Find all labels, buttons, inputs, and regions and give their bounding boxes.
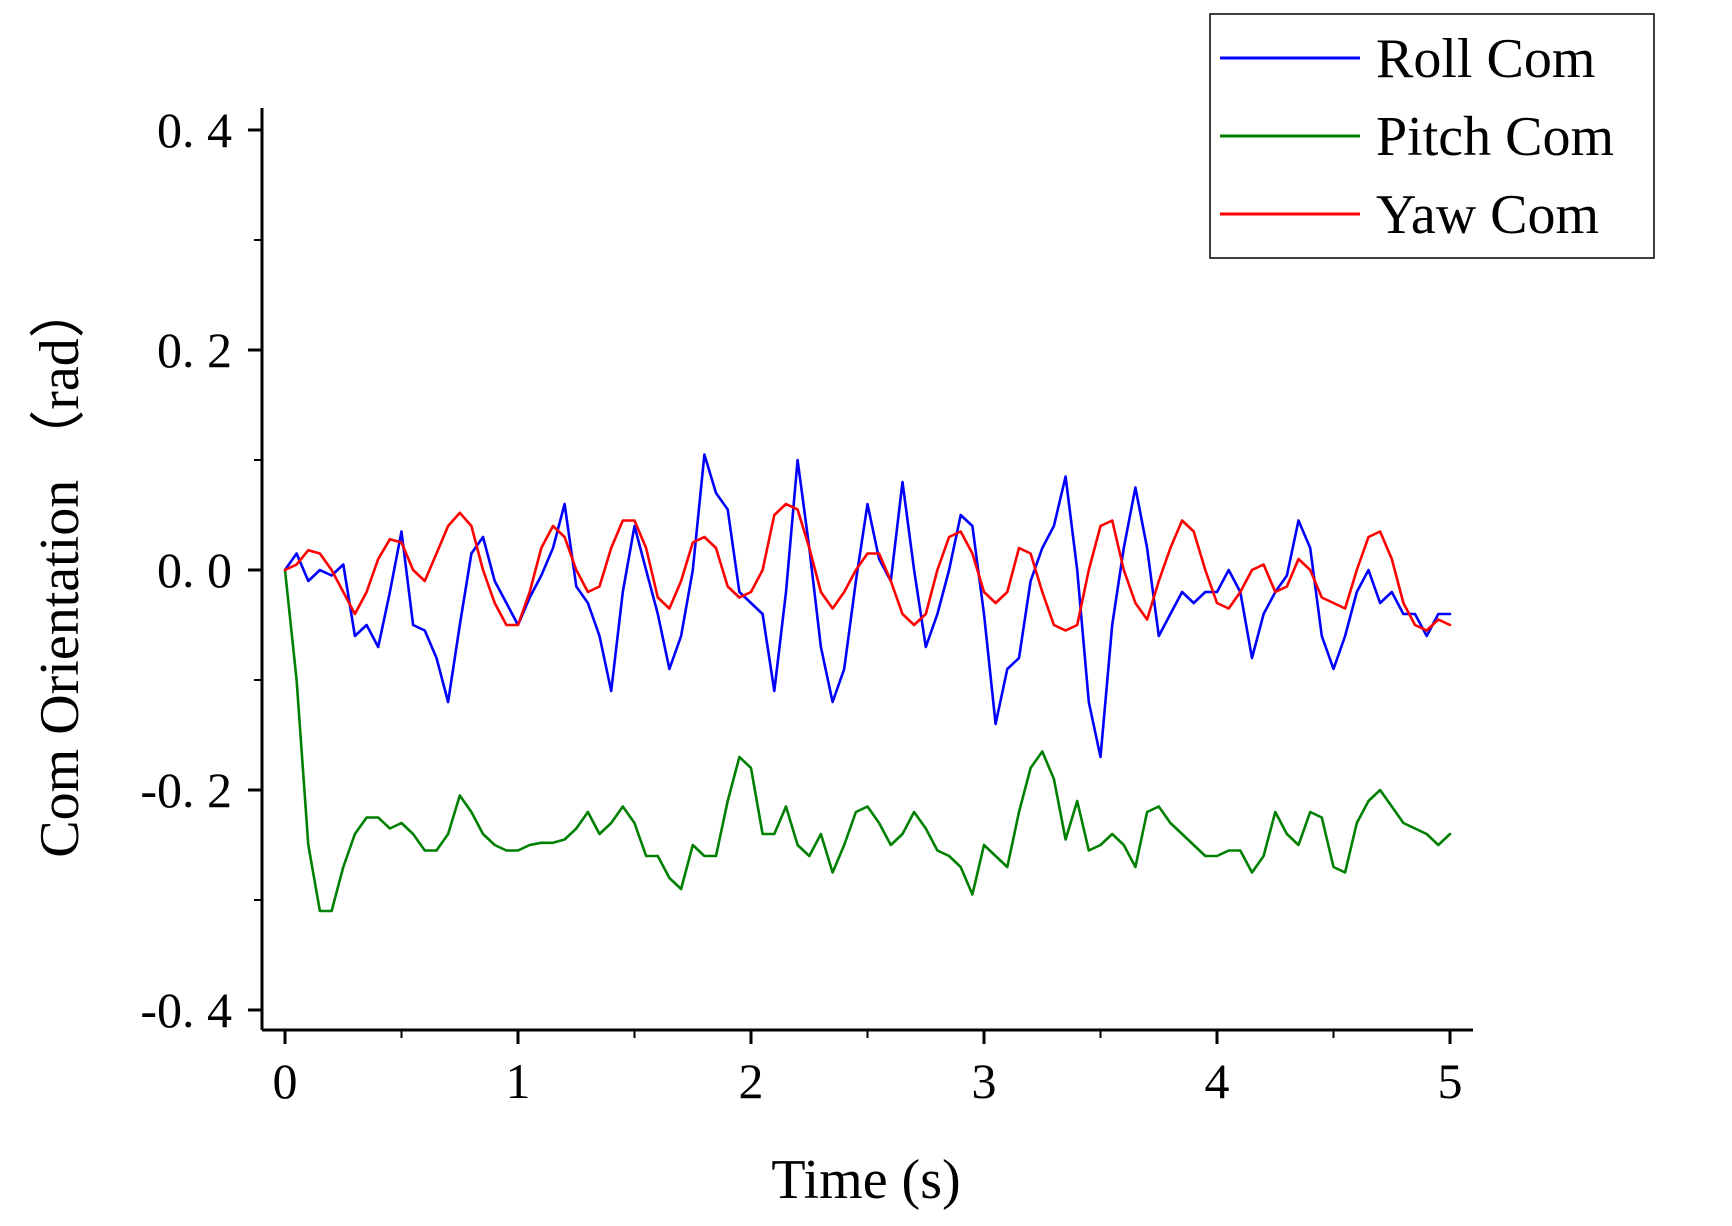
series-line-yaw-com [283,502,1452,632]
y-axis-title: Com Orientation （rad） [29,282,91,857]
series-line-roll-com [283,453,1452,759]
plot-area [283,453,1452,913]
legend-label-roll-com: Roll Com [1376,28,1595,90]
x-tick-label: 4 [1205,1053,1230,1109]
y-tick-label: 0. 4 [157,102,232,158]
legend: Roll Com Pitch Com Yaw Com [1209,13,1655,259]
x-tick-label: 2 [739,1053,764,1109]
x-tick-label: 1 [506,1053,531,1109]
legend-label-yaw-com: Yaw Com [1376,184,1599,246]
series-line-pitch-com [283,568,1452,913]
legend-label-pitch-com: Pitch Com [1376,106,1614,168]
y-tick-label: -0. 2 [140,762,232,818]
y-tick-label: -0. 4 [140,982,232,1038]
y-tick-label: 0. 2 [157,322,232,378]
y-tick-label: 0. 0 [157,542,232,598]
x-axis-title: Time (s) [771,1149,960,1211]
x-tick-label: 0 [273,1053,298,1109]
x-tick-label: 5 [1438,1053,1463,1109]
x-tick-label: 3 [972,1053,997,1109]
axes: 0. 4 0. 2 0. 0 -0. 2 -0. 4 0 1 2 3 4 5 [140,102,1473,1109]
